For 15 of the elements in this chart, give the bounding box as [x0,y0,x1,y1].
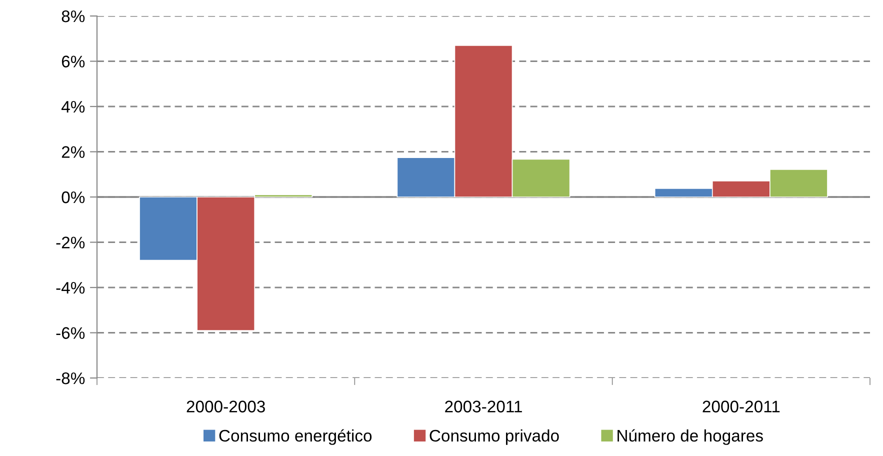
y-tick-label: 0% [62,191,85,204]
y-tick-label: 8% [62,10,85,22]
y-tick-label: -6% [56,327,85,339]
legend-label: Consumo privado [430,429,559,445]
y-tick-label: 4% [61,100,85,113]
legend-label: Consumo energético [219,429,372,445]
y-tick-label: 2% [62,146,85,158]
y-tick-label: -8% [56,372,85,384]
x-tick-label: 2000-2011 [702,400,780,412]
x-tick-label: 2003-2011 [445,400,522,412]
x-tick-label: 2000-2003 [186,400,265,412]
y-tick-label: 6% [62,56,85,68]
y-tick-label: -4% [56,282,85,294]
legend-label: Número de hogares [618,429,763,445]
y-tick-label: -2% [56,236,85,248]
